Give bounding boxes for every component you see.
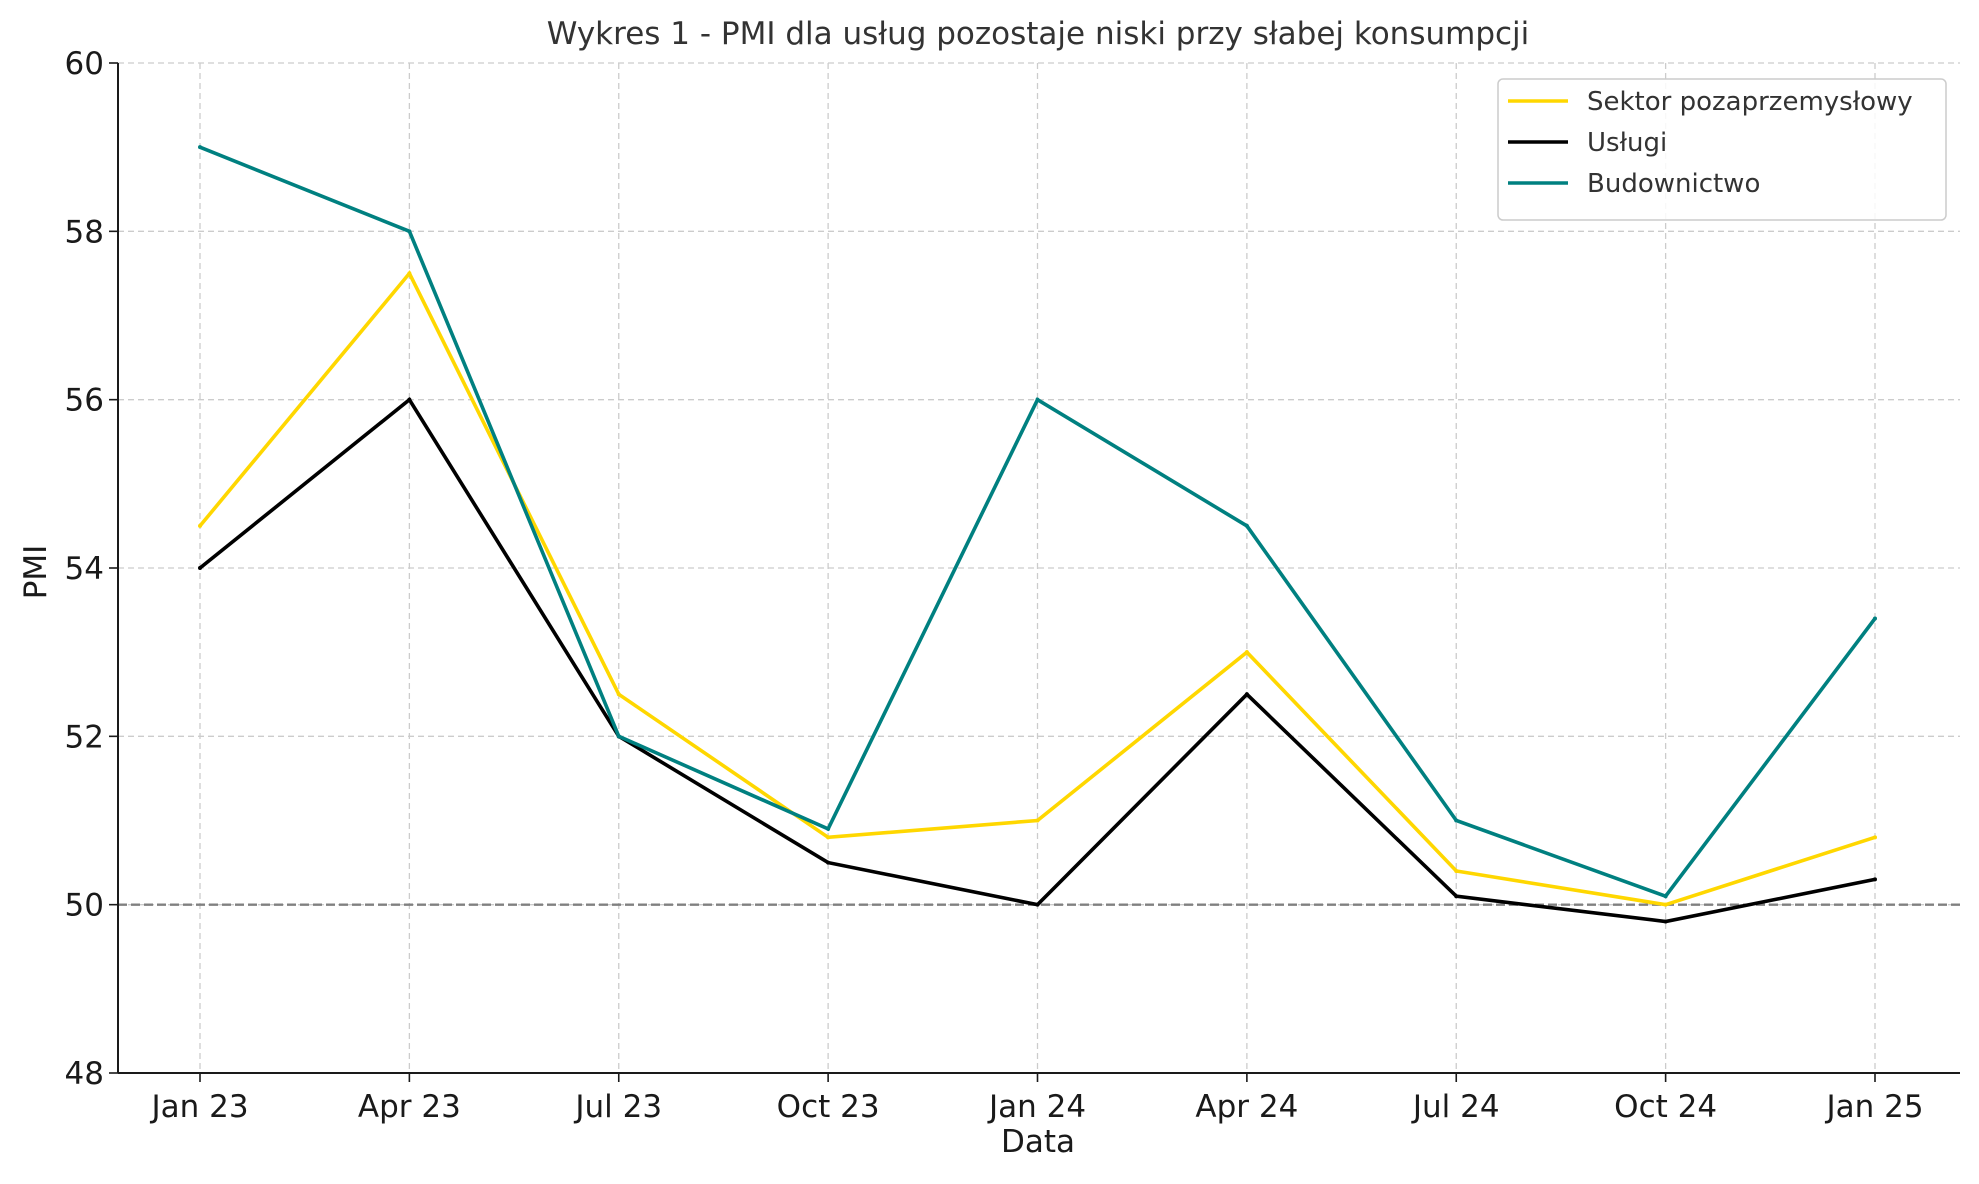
y-tick-label: 54 bbox=[65, 551, 104, 587]
y-tick-label: 48 bbox=[65, 1056, 104, 1092]
series-layer bbox=[198, 145, 1877, 924]
data-point bbox=[1454, 869, 1459, 873]
data-point bbox=[616, 692, 621, 697]
x-tick-label: Apr 23 bbox=[358, 1089, 461, 1125]
x-tick-label: Oct 24 bbox=[1614, 1089, 1717, 1125]
data-point bbox=[1454, 894, 1459, 899]
legend: Sektor pozaprzemysłowy Usługi Budownictwo bbox=[1497, 78, 1947, 221]
data-point bbox=[407, 229, 412, 234]
x-tick-label: Jul 24 bbox=[1411, 1089, 1500, 1125]
data-point bbox=[198, 523, 202, 528]
data-point bbox=[1663, 919, 1668, 924]
legend-label: Usługi bbox=[1587, 128, 1667, 158]
data-point bbox=[1035, 902, 1040, 907]
y-tick-label: 60 bbox=[65, 46, 104, 82]
y-tick-label: 56 bbox=[65, 383, 104, 419]
data-point bbox=[1454, 818, 1459, 823]
y-axis-label: PMI bbox=[18, 545, 54, 600]
data-point bbox=[198, 145, 202, 150]
data-point bbox=[1873, 835, 1877, 840]
chart-title: Wykres 1 - PMI dla usług pozostaje niski… bbox=[547, 16, 1530, 52]
y-tick-label: 52 bbox=[65, 719, 104, 755]
data-point bbox=[1663, 902, 1668, 907]
data-point bbox=[1873, 616, 1877, 621]
data-point bbox=[1663, 894, 1668, 899]
data-point bbox=[1035, 397, 1040, 402]
x-tick-label: Oct 23 bbox=[777, 1089, 880, 1125]
data-point bbox=[826, 835, 831, 840]
axes bbox=[109, 62, 1960, 1082]
data-point bbox=[1244, 692, 1249, 697]
tick-labels: Jan 23 Apr 23 Jul 23 Oct 23 Jan 24 Apr 24 Jul … bbox=[65, 46, 1924, 1125]
x-tick-label: Jan 23 bbox=[149, 1089, 248, 1125]
data-point bbox=[1873, 877, 1877, 882]
y-tick-label: 50 bbox=[65, 888, 104, 924]
x-axis-label: Data bbox=[1001, 1124, 1075, 1160]
data-point bbox=[826, 826, 831, 831]
x-tick-label: Apr 24 bbox=[1195, 1089, 1298, 1125]
data-point bbox=[407, 397, 412, 402]
legend-label: Budownictwo bbox=[1587, 169, 1760, 199]
x-tick-label: Jan 25 bbox=[1824, 1089, 1923, 1125]
data-point bbox=[1244, 650, 1249, 655]
data-point bbox=[1035, 818, 1040, 823]
legend-box bbox=[1497, 78, 1947, 221]
y-tick-label: 58 bbox=[65, 214, 104, 250]
data-point bbox=[616, 734, 621, 739]
data-point bbox=[826, 860, 831, 865]
x-tick-label: Jul 23 bbox=[573, 1089, 662, 1125]
data-point bbox=[1244, 523, 1249, 528]
x-tick-label: Jan 24 bbox=[987, 1089, 1086, 1125]
data-point bbox=[407, 271, 412, 276]
legend-label: Sektor pozaprzemysłowy bbox=[1587, 87, 1913, 117]
data-point bbox=[198, 566, 202, 570]
